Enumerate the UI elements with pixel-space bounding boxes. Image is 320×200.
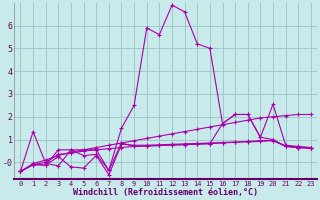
X-axis label: Windchill (Refroidissement éolien,°C): Windchill (Refroidissement éolien,°C)	[73, 188, 258, 197]
